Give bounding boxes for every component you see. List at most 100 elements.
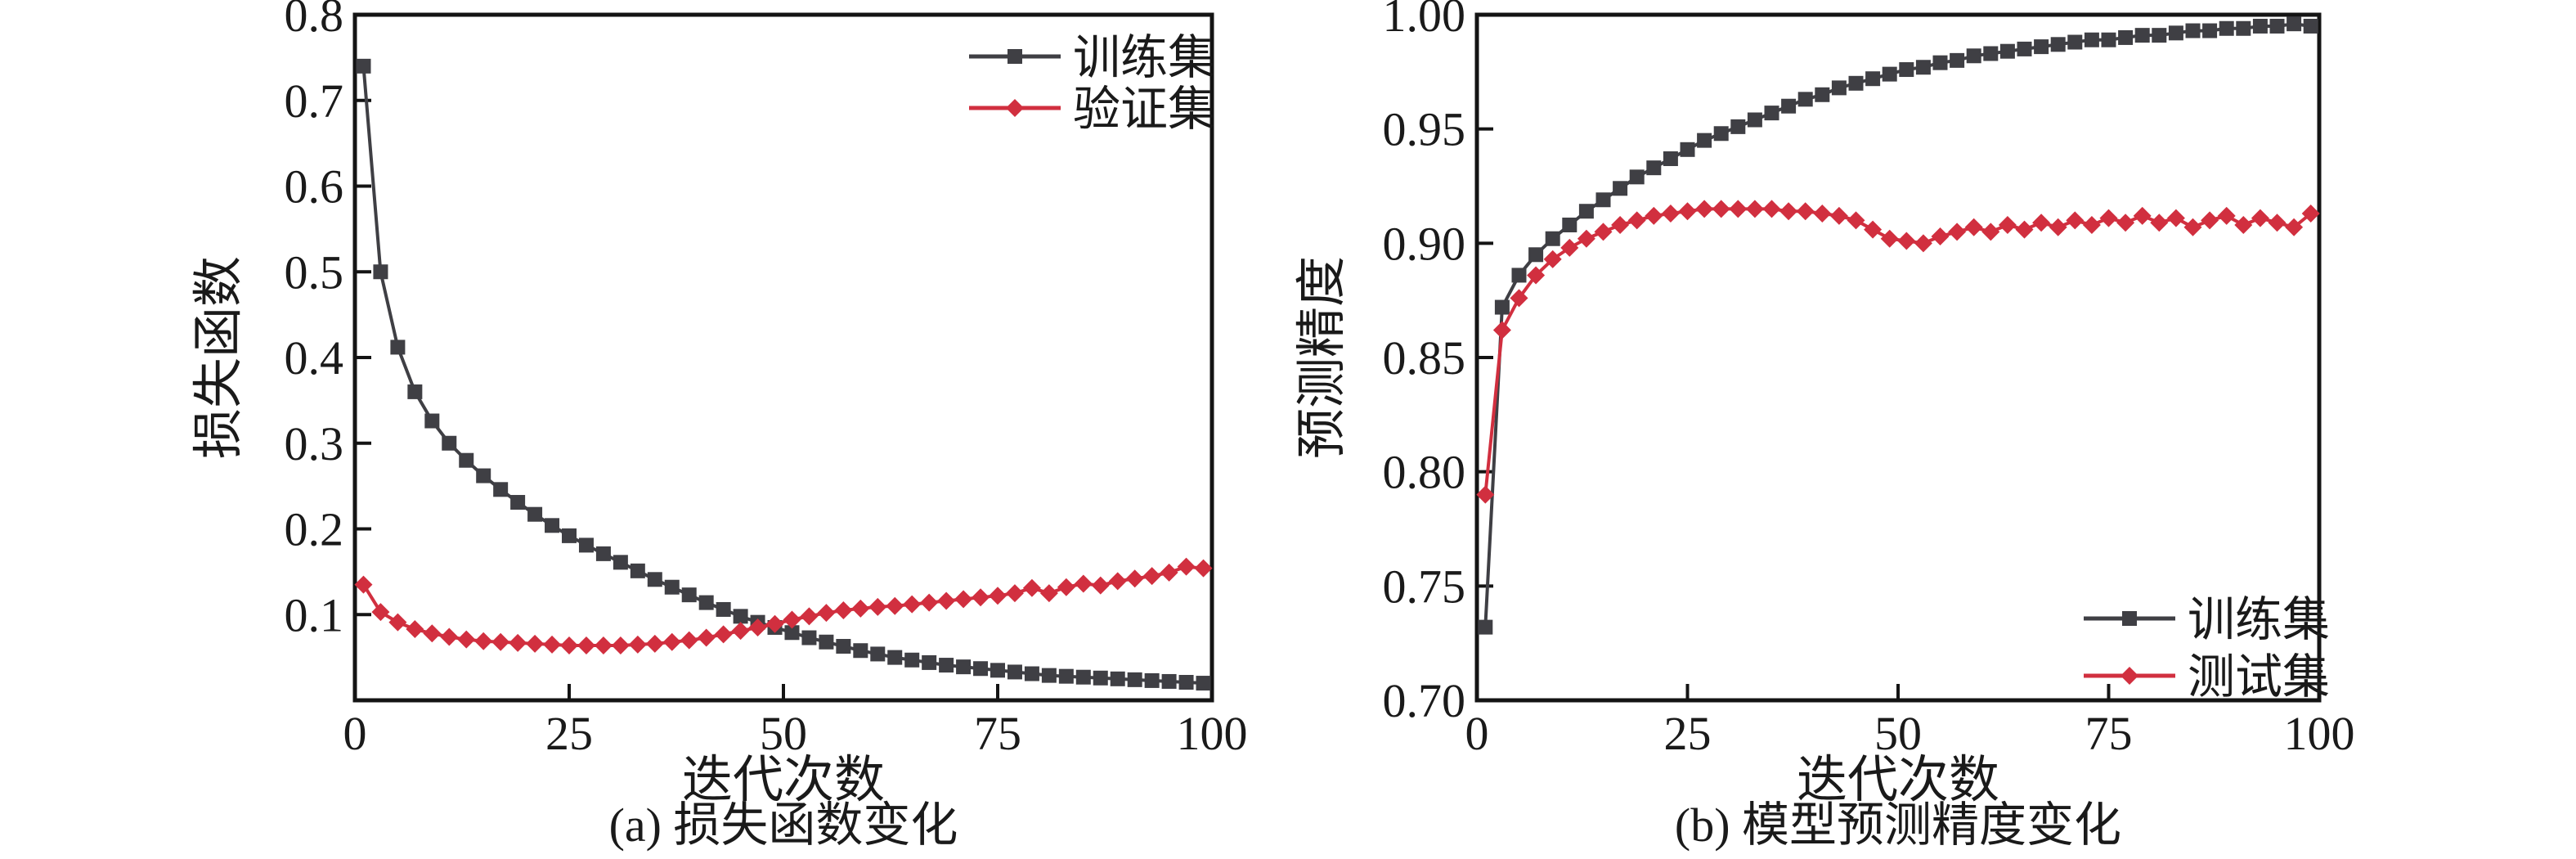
y-tick-label: 0.3 <box>285 417 344 470</box>
legend-marker-训练集 <box>1008 49 1022 64</box>
series-marker-训练集 <box>990 663 1005 678</box>
series-marker-测试集 <box>1745 200 1764 218</box>
series-marker-测试集 <box>1981 223 2000 241</box>
y-tick-label: 0.80 <box>1383 446 1466 499</box>
series-marker-测试集 <box>1948 223 1967 241</box>
series-marker-训练集 <box>853 643 868 659</box>
series-marker-训练集 <box>2168 25 2183 41</box>
loss-chart-panel: 0 25 50 75 100 0.1 0.2 0.3 0.4 0.5 0.6 0.7 0.8 迭代次数 损失… <box>191 0 1248 852</box>
series-marker-训练集 <box>2084 32 2099 47</box>
x-tick-label: 0 <box>343 707 367 760</box>
series-marker-测试集 <box>1914 234 1932 253</box>
series-marker-测试集 <box>2234 215 2253 234</box>
x-axis-title: 迭代次数 <box>682 753 885 808</box>
x-tick-label: 50 <box>760 707 807 760</box>
y-tick-label: 0.8 <box>285 0 344 42</box>
series-marker-验证集 <box>834 601 853 620</box>
series-marker-验证集 <box>783 610 801 629</box>
series-marker-训练集 <box>1983 46 1999 61</box>
x-tick-label: 75 <box>974 707 1021 760</box>
series-marker-训练集 <box>1494 299 1510 315</box>
legend-label-训练集: 训练集 <box>1073 31 1215 84</box>
x-tick-label: 100 <box>1177 707 1248 760</box>
series-marker-训练集 <box>1663 151 1678 166</box>
y-tick-label: 0.90 <box>1383 217 1466 270</box>
series-marker-验证集 <box>1125 569 1144 588</box>
series-marker-验证集 <box>491 632 510 651</box>
series-marker-测试集 <box>2285 218 2304 236</box>
series-marker-验证集 <box>954 590 973 609</box>
series-marker-验证集 <box>388 613 407 632</box>
series-marker-训练集 <box>1781 98 1797 114</box>
series-marker-测试集 <box>1829 206 1848 225</box>
series-marker-训练集 <box>1882 66 1897 82</box>
series-marker-训练集 <box>887 650 903 665</box>
series-marker-验证集 <box>731 622 750 641</box>
series-marker-训练集 <box>733 609 748 624</box>
series-marker-训练集 <box>527 506 543 522</box>
series-marker-训练集 <box>1646 160 1662 176</box>
series-marker-训练集 <box>630 563 645 578</box>
y-axis-title: 损失函数 <box>191 256 247 459</box>
series-marker-测试集 <box>1813 205 1832 223</box>
series-marker-测试集 <box>2301 205 2320 223</box>
series-marker-验证集 <box>1108 572 1127 591</box>
series-marker-训练集 <box>1041 668 1057 683</box>
series-marker-训练集 <box>922 654 937 670</box>
legend-marker-测试集 <box>2120 667 2138 685</box>
series-marker-测试集 <box>1762 200 1781 218</box>
series-marker-训练集 <box>956 659 972 675</box>
series-marker-测试集 <box>2066 211 2085 230</box>
series-marker-验证集 <box>817 604 836 623</box>
legend-marker-验证集 <box>1006 99 1024 117</box>
series-marker-训练集 <box>801 630 817 645</box>
series-marker-训练集 <box>1613 181 1628 196</box>
series-marker-验证集 <box>645 634 664 653</box>
series-marker-验证集 <box>920 593 939 612</box>
series-marker-训练集 <box>2134 28 2150 43</box>
series-marker-训练集 <box>1024 666 1039 681</box>
series-marker-训练集 <box>356 58 371 74</box>
series-marker-训练集 <box>459 452 474 468</box>
panel-caption: (a) 损失函数变化 <box>609 798 958 852</box>
series-marker-训练集 <box>716 601 731 617</box>
series-marker-测试集 <box>1897 232 1916 250</box>
series-marker-训练集 <box>2017 41 2032 56</box>
series-marker-训练集 <box>1950 52 1965 68</box>
series-marker-验证集 <box>1091 576 1110 595</box>
series-marker-训练集 <box>1144 672 1160 688</box>
series-marker-训练集 <box>784 625 800 641</box>
x-tick-label: 50 <box>1874 707 1922 760</box>
series-marker-训练集 <box>1196 676 1211 691</box>
series-marker-训练集 <box>1545 231 1560 246</box>
series-marker-训练集 <box>2185 23 2201 38</box>
y-tick-label: 1.00 <box>1383 0 1466 42</box>
x-tick-label: 0 <box>1465 707 1489 760</box>
series-marker-测试集 <box>1492 321 1511 340</box>
series-marker-测试集 <box>2015 220 2034 239</box>
series-marker-验证集 <box>680 631 698 650</box>
series-marker-训练集 <box>2067 34 2083 50</box>
series-marker-测试集 <box>1510 289 1528 308</box>
series-marker-训练集 <box>1730 119 1746 134</box>
series-marker-训练集 <box>1848 75 1864 91</box>
series-marker-验证集 <box>457 630 476 649</box>
series-marker-验证集 <box>1074 574 1093 593</box>
y-tick-label: 0.4 <box>285 331 344 385</box>
series-marker-验证集 <box>697 628 716 647</box>
series-marker-训练集 <box>1058 668 1074 684</box>
series-marker-测试集 <box>2032 214 2051 232</box>
series-marker-验证集 <box>509 633 527 652</box>
series-marker-验证集 <box>937 591 956 610</box>
x-axis-title: 迭代次数 <box>1797 753 1999 808</box>
series-marker-测试集 <box>2099 209 2118 227</box>
series-marker-测试集 <box>1577 229 1595 248</box>
series-marker-训练集 <box>476 468 491 483</box>
legend-label-验证集: 验证集 <box>1073 83 1215 136</box>
series-marker-测试集 <box>1627 211 1646 230</box>
series-marker-测试集 <box>1864 220 1883 239</box>
legend-label-测试集: 测试集 <box>2188 650 2330 704</box>
series-marker-训练集 <box>1815 87 1830 102</box>
series-marker-测试集 <box>1661 205 1680 223</box>
series-marker-测试集 <box>2268 214 2287 232</box>
